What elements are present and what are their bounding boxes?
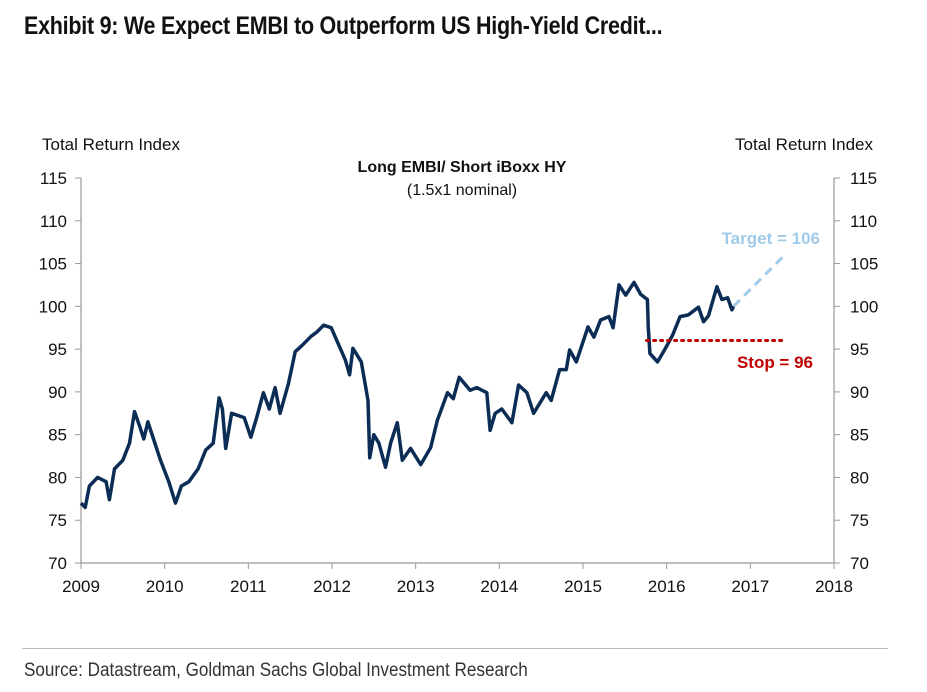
right-y-tick-label: 70 [850, 554, 869, 573]
x-tick-label: 2010 [146, 577, 184, 596]
left-y-tick-label: 95 [48, 340, 67, 359]
left-y-tick-label: 75 [48, 511, 67, 530]
right-y-tick-label: 90 [850, 383, 869, 402]
x-tick-label: 2009 [62, 577, 100, 596]
right-y-tick-label: 110 [850, 212, 877, 231]
x-tick-label: 2016 [648, 577, 686, 596]
x-tick-label: 2017 [731, 577, 769, 596]
left-y-tick-label: 90 [48, 383, 67, 402]
right-y-tick-label: 105 [850, 255, 878, 274]
x-tick-label: 2018 [815, 577, 853, 596]
left-y-tick-label: 80 [48, 468, 67, 487]
target-line [732, 253, 786, 308]
chart-title: Long EMBI/ Short iBoxx HY [358, 159, 567, 176]
right-y-tick-label: 85 [850, 426, 869, 445]
stop-label: Stop = 96 [737, 353, 813, 372]
x-tick-label: 2011 [230, 577, 267, 596]
divider [22, 648, 888, 649]
exhibit-title: Exhibit 9: We Expect EMBI to Outperform … [24, 12, 663, 40]
chart-subtitle: (1.5x1 nominal) [407, 182, 517, 199]
right-y-tick-label: 100 [850, 297, 878, 316]
x-tick-label: 2012 [313, 577, 351, 596]
left-y-tick-label: 100 [39, 297, 67, 316]
right-y-tick-label: 80 [850, 468, 869, 487]
x-tick-label: 2013 [397, 577, 435, 596]
right-y-tick-label: 95 [850, 340, 869, 359]
right-y-tick-label: 75 [850, 511, 869, 530]
source-note: Source: Datastream, Goldman Sachs Global… [24, 660, 528, 681]
left-y-tick-label: 110 [40, 212, 67, 231]
left-axis-label: Total Return Index [42, 135, 180, 154]
right-y-tick-label: 115 [850, 169, 877, 188]
left-y-tick-label: 115 [40, 169, 67, 188]
left-y-tick-label: 105 [39, 255, 67, 274]
target-label: Target = 106 [722, 229, 820, 248]
left-y-tick-label: 85 [48, 426, 67, 445]
left-y-tick-label: 70 [48, 554, 67, 573]
series-line [79, 280, 736, 510]
x-tick-label: 2015 [564, 577, 602, 596]
x-tick-label: 2014 [480, 577, 518, 596]
right-axis-label: Total Return Index [735, 135, 873, 154]
